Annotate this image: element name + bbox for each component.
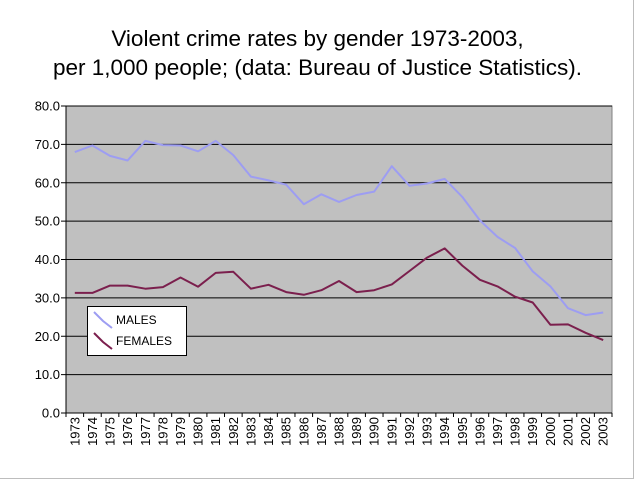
x-tick-label: 1999: [525, 417, 540, 446]
x-tick-label: 1979: [173, 417, 188, 446]
series-lines: [74, 139, 604, 342]
x-tick-label: 2000: [543, 417, 558, 446]
x-tick-label: 1992: [402, 417, 417, 446]
females-legend-icon: [93, 332, 113, 350]
x-tick-label: 1998: [508, 417, 523, 446]
y-tick-label: 40.0: [35, 252, 60, 267]
y-tick-label: 30.0: [35, 290, 60, 305]
x-tick-label: 1987: [314, 417, 329, 446]
x-tick-label: 1996: [472, 417, 487, 446]
x-tick-label: 1977: [138, 417, 153, 446]
x-tick-label: 1984: [261, 417, 276, 446]
x-tick-label: 1975: [103, 417, 118, 446]
x-tick-label: 1995: [455, 417, 470, 446]
x-tick-label: 1981: [208, 417, 223, 446]
x-tick-label: 1980: [191, 417, 206, 446]
x-tick-label: 1988: [332, 417, 347, 446]
x-tick-label: 2002: [578, 417, 593, 446]
x-tick-label: 1990: [367, 417, 382, 446]
chart-title-line-2: per 1,000 people; (data: Bureau of Justi…: [52, 55, 583, 80]
y-tick-label: 10.0: [35, 367, 60, 382]
x-tick-label: 2003: [596, 417, 611, 446]
x-tick-label: 1978: [155, 417, 170, 446]
x-tick-label: 1985: [279, 417, 294, 446]
legend-label-females: FEMALES: [116, 334, 173, 348]
chart-title-line-1: Violent crime rates by gender 1973-2003,: [111, 26, 524, 51]
x-tick-label: 1994: [437, 417, 452, 446]
y-tick-label: 70.0: [35, 137, 60, 152]
y-axis: 0.0 10.0 20.0 30.0 40.0 50.0 60.0 70.0 80.0: [35, 99, 67, 421]
y-tick-label: 80.0: [35, 99, 60, 114]
x-tick-label: 1997: [490, 417, 505, 446]
legend: MALES FEMALES: [87, 306, 187, 356]
x-tick-label: 1993: [420, 417, 435, 446]
y-tick-label: 50.0: [35, 214, 60, 229]
y-tick-label: 20.0: [35, 329, 60, 344]
y-tick-label: 0.0: [42, 406, 60, 421]
x-tick-label: 1986: [296, 417, 311, 446]
x-tick-label: 1989: [349, 417, 364, 446]
legend-item-males: MALES: [92, 310, 184, 330]
chart-title: Violent crime rates by gender 1973-2003,…: [0, 24, 635, 82]
x-tick-label: 1974: [85, 417, 100, 446]
y-tick-label: 60.0: [35, 175, 60, 190]
x-tick-label: 1991: [384, 417, 399, 446]
x-tick-label: 1982: [226, 417, 241, 446]
legend-label-males: MALES: [116, 313, 157, 327]
legend-item-females: FEMALES: [92, 331, 184, 351]
x-tick-label: 2001: [560, 417, 575, 446]
x-tick-label: 1983: [243, 417, 258, 446]
series-line-females: [74, 247, 604, 342]
x-tick-label: 1976: [120, 417, 135, 446]
x-axis: 1973 1974 1975 1976 1977 1978 1979 1980 1981 1982…: [65, 412, 613, 446]
males-legend-icon: [93, 311, 113, 329]
series-line-males: [74, 139, 604, 317]
x-tick-label: 1973: [67, 417, 82, 446]
